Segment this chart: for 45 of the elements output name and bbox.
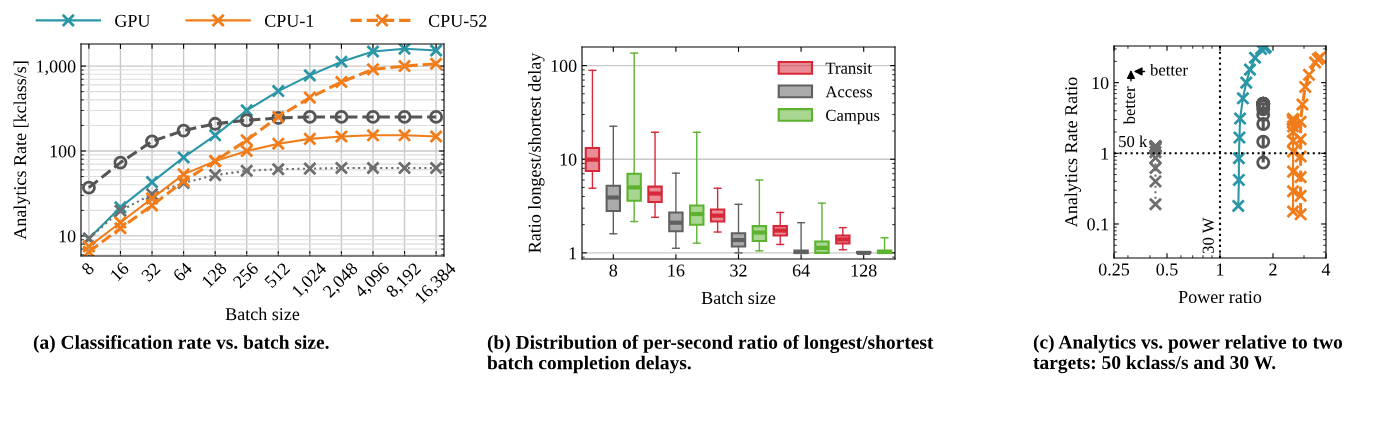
x-tick-label: 0.5: [1156, 263, 1178, 276]
legend-label: CPU-52: [428, 14, 487, 27]
y-tick-label: 1: [569, 247, 577, 260]
x-axis-title: Power ratio: [1178, 290, 1262, 304]
x-axis-title: Batch size: [701, 291, 776, 305]
y-tick-label: 10: [59, 230, 76, 243]
y-tick-label: 1,000: [37, 60, 76, 76]
text: (c) Analytics vs. power relative to two targets: 50 kclass/s and 30 W.: [1033, 335, 1343, 374]
y-axis-title: Ratio longest/shortest delay: [528, 52, 545, 253]
x-axis-title: Batch size: [225, 307, 300, 321]
legend-label: Access: [825, 86, 872, 98]
text: (b) Distribution of per-second ratio of longest/shortest batch completion delays.: [487, 335, 934, 374]
ref-line-label: 50 k: [1119, 135, 1148, 148]
legend-label: CPU-1: [264, 14, 314, 27]
x-tick-label: 4: [1321, 263, 1331, 276]
x-tick-label: 2: [1269, 263, 1277, 276]
x-tick-label: 32: [140, 261, 161, 282]
x-tick-label: 256: [232, 261, 260, 289]
x-tick-label: 128: [851, 264, 877, 277]
annotation: better: [1123, 86, 1136, 125]
x-tick-label: 8: [80, 261, 95, 276]
text: (a) Classification rate vs. batch size.: [33, 335, 329, 353]
y-tick-label: 10: [560, 153, 577, 166]
legend-label: GPU: [115, 14, 151, 27]
ref-line-label: 30 W: [1202, 217, 1214, 254]
y-axis-title: Analytics Rate Ratio: [1064, 77, 1082, 228]
x-tick-label: 16: [668, 264, 685, 277]
x-tick-label: 32: [730, 264, 747, 277]
x-tick-label: 64: [792, 264, 810, 277]
legend-label: Transit: [825, 62, 872, 74]
y-tick-label: 0.1: [1087, 218, 1109, 231]
x-tick-label: 0.25: [1098, 263, 1130, 276]
y-axis-title: Analytics Rate [kclass/s]: [13, 61, 30, 240]
x-tick-label: 8: [609, 264, 618, 277]
annotation: better: [1150, 63, 1188, 76]
y-tick-label: 10: [1092, 76, 1109, 90]
x-tick-label: 512: [264, 261, 291, 289]
y-tick-label: 100: [50, 145, 76, 158]
y-tick-label: 100: [551, 59, 577, 73]
legend-label: Campus: [826, 109, 880, 125]
x-tick-label: 64: [172, 261, 193, 283]
x-tick-label: 1: [1217, 263, 1224, 276]
x-tick-label: 128: [201, 261, 228, 288]
y-tick-label: 1: [1101, 147, 1109, 160]
x-tick-label: 16: [109, 261, 130, 282]
